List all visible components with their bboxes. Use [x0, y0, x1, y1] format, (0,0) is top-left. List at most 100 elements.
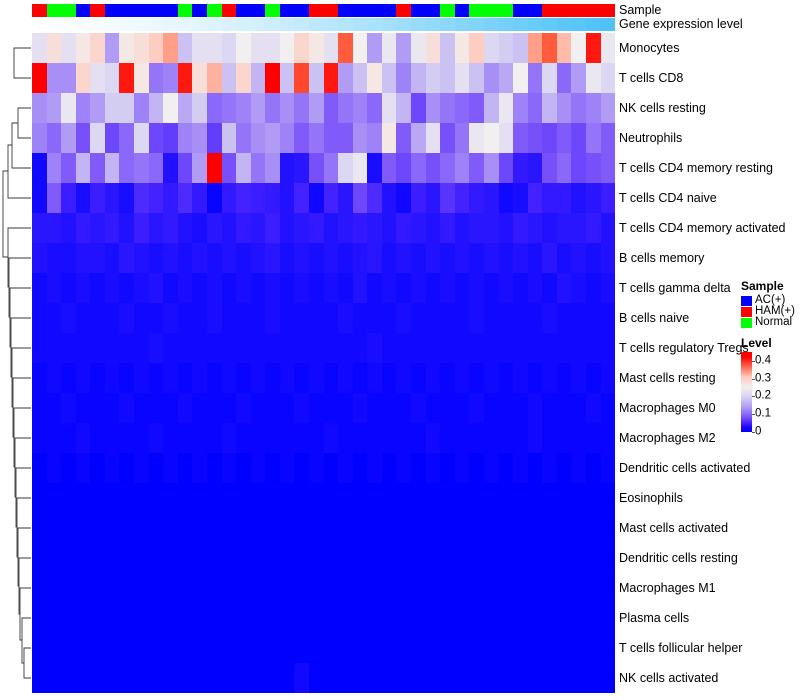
heatmap-cell [542, 213, 557, 243]
heatmap-cell [454, 123, 470, 153]
heatmap-cell [236, 153, 251, 183]
heatmap-cell [75, 243, 91, 273]
gene-expression-annotation-cell [236, 18, 251, 31]
heatmap-row [32, 273, 616, 303]
heatmap-cell [571, 33, 586, 63]
heatmap-cell [177, 363, 193, 393]
heatmap-cell [600, 183, 616, 213]
heatmap-cell [527, 483, 543, 513]
heatmap-cell [221, 303, 237, 333]
heatmap-cell [556, 273, 572, 303]
heatmap-cell [483, 483, 499, 513]
heatmap-cell [542, 453, 557, 483]
heatmap-cell [279, 63, 295, 93]
heatmap-cell [75, 363, 91, 393]
heatmap-cell [338, 63, 353, 93]
heatmap-cell [600, 243, 616, 273]
heatmap-cell [279, 543, 295, 573]
heatmap-cell [440, 453, 455, 483]
gene-expression-annotation-cell [279, 18, 295, 31]
heatmap-cell [104, 153, 120, 183]
heatmap-cell [542, 573, 557, 603]
heatmap-cell [221, 543, 237, 573]
heatmap-cell [163, 33, 178, 63]
heatmap-cell [338, 453, 353, 483]
heatmap-cell [294, 183, 309, 213]
heatmap-cell [308, 513, 324, 543]
sample-annotation-cell [498, 4, 514, 17]
heatmap-cell [279, 273, 295, 303]
heatmap-cell [469, 333, 484, 363]
heatmap-cell [163, 213, 178, 243]
heatmap-cell [338, 663, 353, 693]
heatmap-cell [585, 633, 601, 663]
heatmap-cell [498, 333, 514, 363]
heatmap-cell [600, 333, 616, 363]
gene-expression-annotation-cell [600, 18, 616, 31]
heatmap-cell [119, 273, 135, 303]
heatmap-cell [265, 663, 280, 693]
heatmap-cell [367, 153, 382, 183]
heatmap-cell [221, 633, 237, 663]
heatmap-cell [396, 183, 412, 213]
heatmap-cell [236, 603, 251, 633]
sample-annotation-cell [585, 4, 601, 17]
heatmap-cell [119, 303, 135, 333]
heatmap-cell [513, 393, 528, 423]
heatmap-cell [90, 483, 105, 513]
heatmap-cell [338, 93, 353, 123]
heatmap-cell [469, 633, 484, 663]
heatmap-cell [542, 363, 557, 393]
heatmap-cell [338, 303, 353, 333]
heatmap-cell [440, 183, 455, 213]
sample-legend-entry: Normal [741, 316, 800, 328]
heatmap-cell [206, 573, 222, 603]
heatmap-cell [90, 573, 105, 603]
heatmap-cell [104, 243, 120, 273]
sample-annotation-cell [454, 4, 470, 17]
heatmap-cell [192, 303, 207, 333]
heatmap-cell [265, 63, 280, 93]
sample-annotation-cell [352, 4, 368, 17]
heatmap-cell [440, 273, 455, 303]
heatmap-cell [338, 363, 353, 393]
heatmap-cell [46, 243, 62, 273]
heatmap-cell [279, 453, 295, 483]
heatmap-cell [425, 663, 441, 693]
heatmap-cell [308, 663, 324, 693]
heatmap-cell [90, 213, 105, 243]
heatmap-cell [61, 273, 76, 303]
heatmap-cell [192, 273, 207, 303]
heatmap-cell [134, 603, 149, 633]
heatmap-cell [411, 633, 426, 663]
heatmap-cell [294, 123, 309, 153]
heatmap-cell [75, 273, 91, 303]
level-tick-mark [752, 396, 755, 398]
heatmap-cell [148, 303, 164, 333]
heatmap-cell [411, 603, 426, 633]
heatmap-cell [206, 93, 222, 123]
heatmap-cell [396, 663, 412, 693]
heatmap-cell [498, 513, 514, 543]
heatmap-cell [265, 423, 280, 453]
heatmap-cell [425, 633, 441, 663]
heatmap-cell [585, 663, 601, 693]
heatmap-cell [381, 663, 397, 693]
heatmap-cell [542, 543, 557, 573]
heatmap-cell [542, 303, 557, 333]
heatmap-cell [381, 243, 397, 273]
heatmap-cell [425, 153, 441, 183]
heatmap-cell [148, 243, 164, 273]
heatmap-cell [381, 333, 397, 363]
heatmap-cell [119, 513, 135, 543]
gene-expression-annotation-cell [192, 18, 207, 31]
heatmap-cell [177, 513, 193, 543]
heatmap-cell [527, 603, 543, 633]
heatmap-cell [134, 453, 149, 483]
gene-expression-annotation-cell [483, 18, 499, 31]
heatmap-cell [600, 123, 616, 153]
heatmap-cell [440, 513, 455, 543]
heatmap-cell [134, 183, 149, 213]
heatmap-cell [542, 93, 557, 123]
heatmap-cell [600, 393, 616, 423]
